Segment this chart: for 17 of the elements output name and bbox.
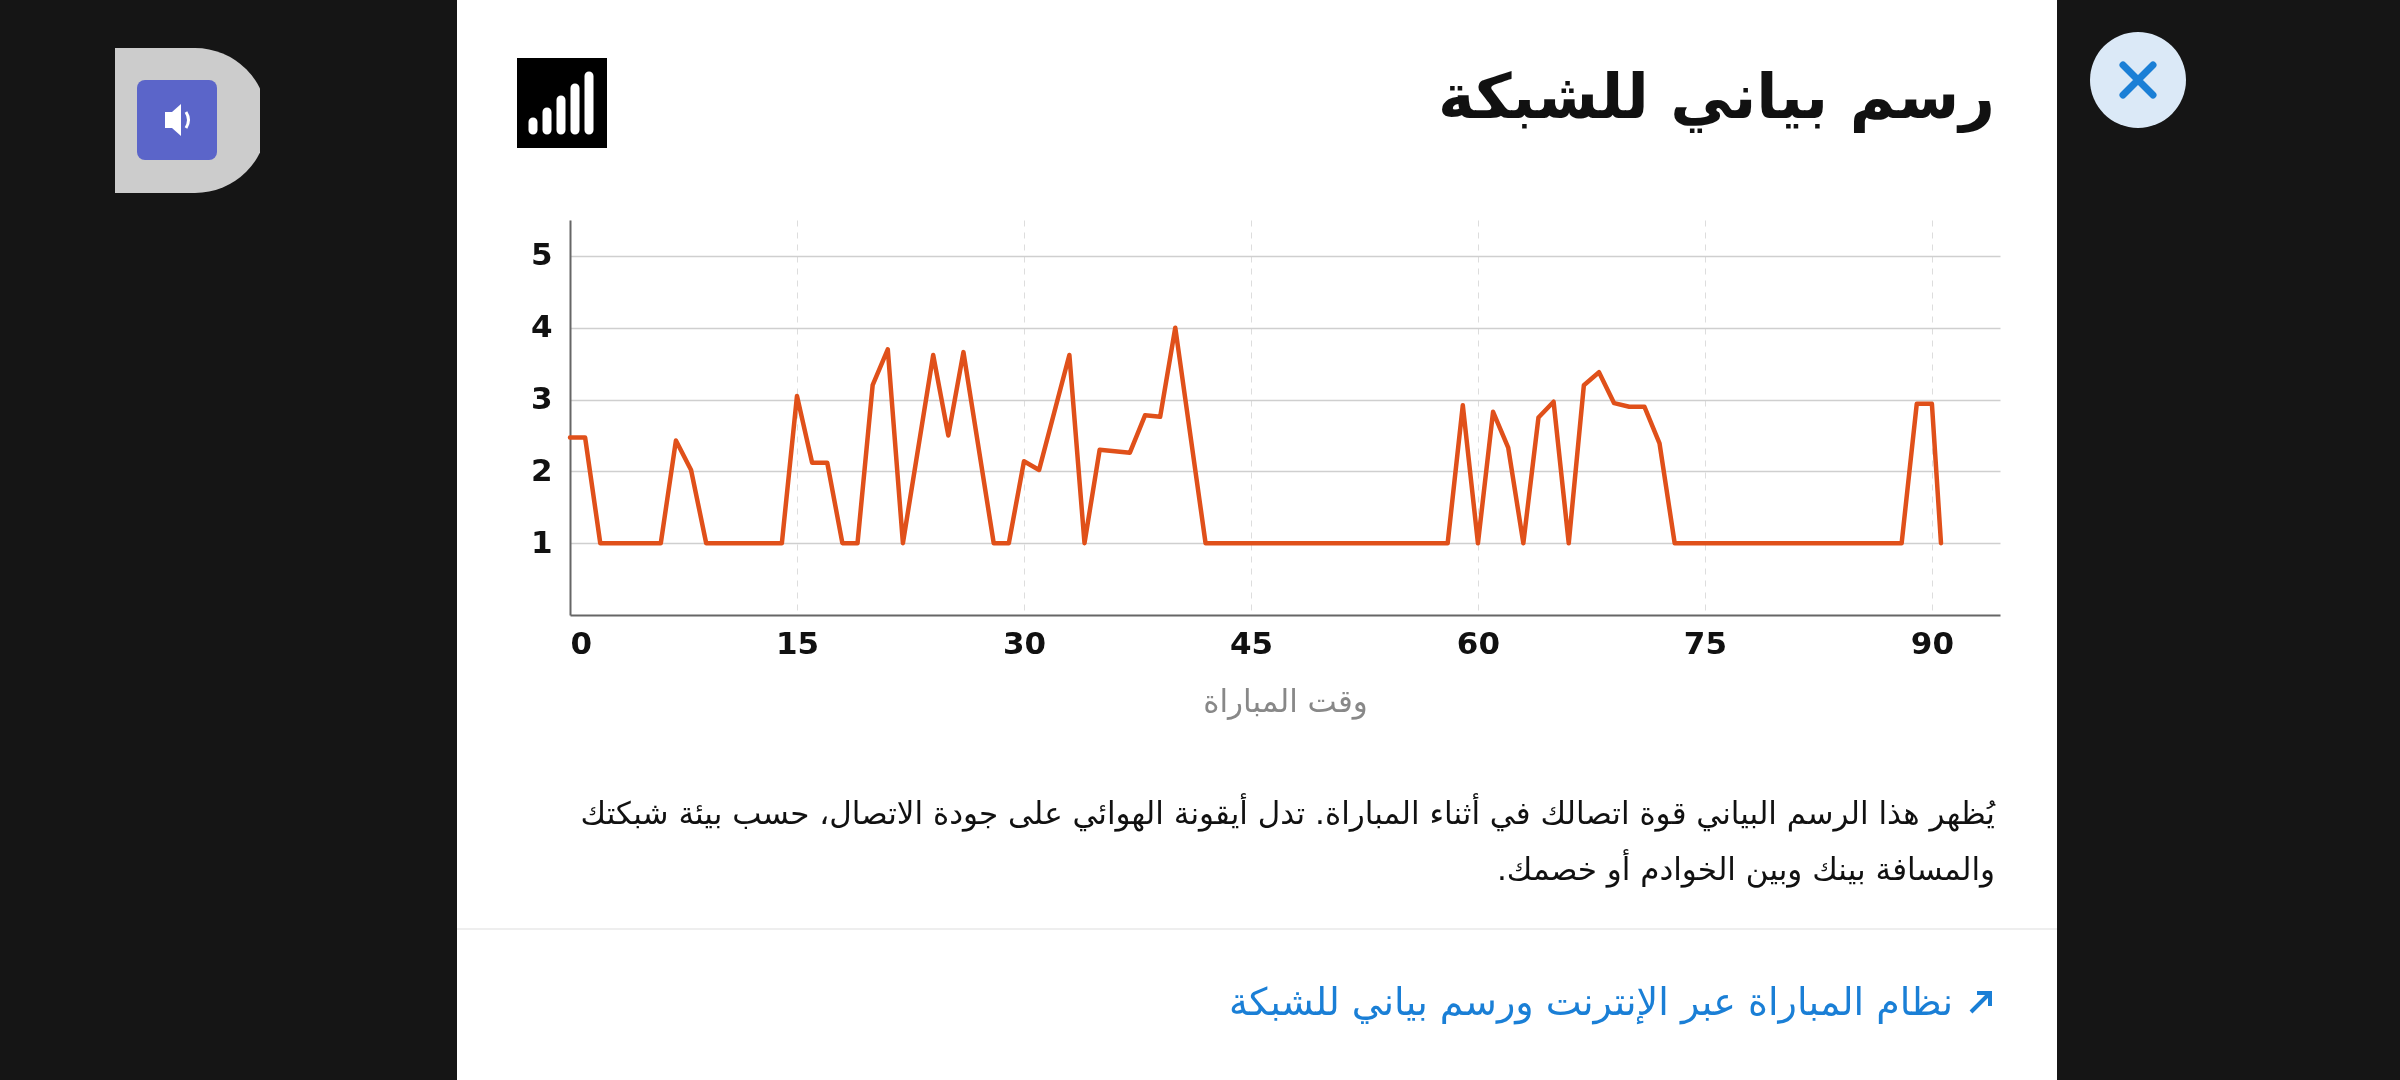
x-tick-label: 75 xyxy=(1683,624,1727,661)
y-tick-label: 3 xyxy=(530,380,553,417)
x-tick-label: 45 xyxy=(1229,624,1274,661)
y-tick-label: 4 xyxy=(530,308,553,345)
line-series xyxy=(567,325,1944,546)
x-axis-title: وقت المباراة xyxy=(1203,682,1368,720)
x-tick-label: 30 xyxy=(1002,624,1047,661)
text: نظام المباراة عبر الإنترنت ورسم بياني للشبكة xyxy=(1228,980,1953,1024)
x-tick-label: 15 xyxy=(775,624,820,661)
y-tick-label: 2 xyxy=(530,451,553,488)
y-tick-label: 5 xyxy=(530,236,553,273)
x-tick-label: 0 xyxy=(570,624,593,661)
text: يُظهر هذا الرسم البياني قوة اتصالك في أثناء المباراة. تدل أيقونة الهوائي على جودة الاتصال، حسب بيئة شبكتك والمسافة بينك وبين الخوادم أو خصمك. xyxy=(579,792,1995,890)
chart-title: رسم بياني للشبكة xyxy=(1438,60,1995,133)
y-tick-label: 1 xyxy=(530,523,553,560)
x-tick-label: 60 xyxy=(1456,624,1501,661)
x-tick-label: 90 xyxy=(1910,624,1954,661)
